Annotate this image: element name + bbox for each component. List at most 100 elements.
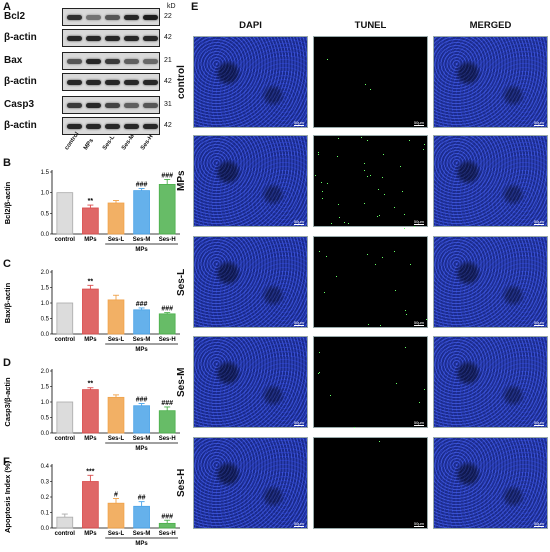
blot-band	[143, 15, 158, 20]
merged-image: 50μm	[433, 36, 548, 128]
bar	[56, 192, 74, 235]
blot-lane-label: Ses-M	[121, 133, 137, 152]
panel-letter-a: A	[3, 1, 11, 13]
bar	[133, 309, 150, 335]
significance-label: ###	[161, 306, 173, 313]
blot-lane-label: Ses-L	[102, 134, 117, 152]
category-label: control	[55, 531, 76, 537]
panel-letter-f: F	[3, 456, 10, 468]
blot-band	[67, 59, 82, 64]
category-label: Ses-M	[133, 436, 151, 442]
bar	[82, 288, 99, 335]
blot-lane-label: Ses-H	[140, 134, 155, 152]
category-label: control	[55, 237, 76, 243]
bar	[56, 401, 74, 434]
panel-letter-d: D	[3, 357, 11, 369]
blot-image	[62, 29, 160, 47]
blot-band	[105, 59, 120, 64]
y-tick-label: 2.0	[41, 369, 50, 375]
scale-bar-label: 50μm	[533, 219, 544, 224]
scale-bar-label: 50μm	[293, 219, 304, 224]
bar	[133, 190, 150, 235]
y-axis-label: Bcl2/β-actin	[3, 181, 12, 224]
scale-bar-label: 50μm	[533, 521, 544, 526]
blot-band	[143, 80, 158, 85]
significance-label: **	[88, 198, 94, 205]
panel-letter-c: C	[3, 258, 11, 270]
merged-image: 50μm	[433, 437, 548, 529]
blot-band	[67, 124, 82, 129]
category-label: Ses-L	[108, 237, 125, 243]
y-axis-label: Bax/β-actin	[3, 282, 12, 323]
scale-bar-label: 50μm	[293, 521, 304, 526]
scale-bar	[534, 224, 544, 225]
bar	[158, 183, 176, 235]
apoptosis-bar-chart: Apoptosis Index (%) 0.0 0.1 0.2 0.3 0.4 contro…	[3, 460, 180, 547]
blot-band	[124, 36, 139, 41]
bar	[82, 207, 99, 235]
scale-bar-label: 50μm	[533, 120, 544, 125]
blot-band	[105, 36, 120, 41]
category-label: Ses-M	[133, 337, 151, 343]
significance-label: #	[114, 492, 118, 499]
scale-bar	[414, 526, 424, 527]
scale-bar	[414, 325, 424, 326]
blot-band	[86, 36, 101, 41]
significance-label: ###	[136, 301, 148, 308]
significance-label: ###	[161, 172, 173, 179]
scale-bar	[414, 224, 424, 225]
scale-bar-label: 50μm	[293, 120, 304, 125]
tunel-positive-dots	[314, 438, 315, 439]
y-tick-label: 0.2	[41, 495, 50, 501]
blot-band	[143, 59, 158, 64]
category-label: Ses-H	[159, 436, 176, 442]
bar	[82, 389, 99, 434]
scale-bar-label: 50μm	[293, 320, 304, 325]
bax-bar-chart: Bax/β-actin 0.0 0.5 1.0 1.5 2.0 control ** MPs Se…	[3, 270, 180, 353]
bar	[107, 396, 125, 434]
category-label: MPs	[84, 436, 97, 442]
column-header: DAPI	[239, 20, 262, 31]
merged-image: 50μm	[433, 236, 548, 328]
tunel-positive-dots	[314, 237, 315, 238]
row-header: control	[176, 65, 187, 99]
bar	[82, 481, 99, 529]
panel-letter-b: B	[3, 157, 11, 169]
significance-label: ###	[136, 182, 148, 189]
category-label: Ses-H	[159, 237, 176, 243]
panel-letter-e: E	[191, 1, 199, 13]
tunel-image: 50μm	[313, 135, 428, 227]
y-tick-label: 1.5	[41, 286, 50, 292]
blot-image	[62, 73, 160, 91]
category-label: Ses-L	[108, 531, 125, 537]
category-label: MPs	[84, 531, 97, 537]
group-label: MPs	[135, 247, 148, 253]
bar	[158, 522, 176, 529]
tunel-image: 50μm	[313, 437, 428, 529]
tunel-positive-dots	[314, 37, 315, 38]
row-header: Ses-H	[176, 468, 187, 498]
scale-bar	[414, 125, 424, 126]
y-tick-label: 0.3	[41, 480, 50, 486]
bar	[158, 410, 176, 434]
tunel-positive-dots	[314, 337, 315, 338]
y-tick-label: 2.0	[41, 270, 50, 276]
scale-bar	[294, 224, 304, 225]
group-label: MPs	[135, 446, 148, 452]
blot-band	[124, 59, 139, 64]
scale-bar-label: 50μm	[413, 120, 424, 125]
y-tick-label: 0.5	[41, 211, 50, 217]
scale-bar-label: 50μm	[413, 320, 424, 325]
y-tick-label: 1.5	[41, 385, 50, 391]
category-label: Ses-H	[159, 531, 176, 537]
blot-band	[124, 80, 139, 85]
tunel-image: 50μm	[313, 36, 428, 128]
significance-label: **	[88, 278, 94, 285]
blot-image	[62, 96, 160, 114]
scale-bar-label: 50μm	[293, 420, 304, 425]
y-tick-label: 0.5	[41, 317, 50, 323]
bar	[158, 313, 176, 335]
scale-bar-label: 50μm	[413, 521, 424, 526]
blot-band	[67, 36, 82, 41]
category-label: Ses-H	[159, 337, 176, 343]
